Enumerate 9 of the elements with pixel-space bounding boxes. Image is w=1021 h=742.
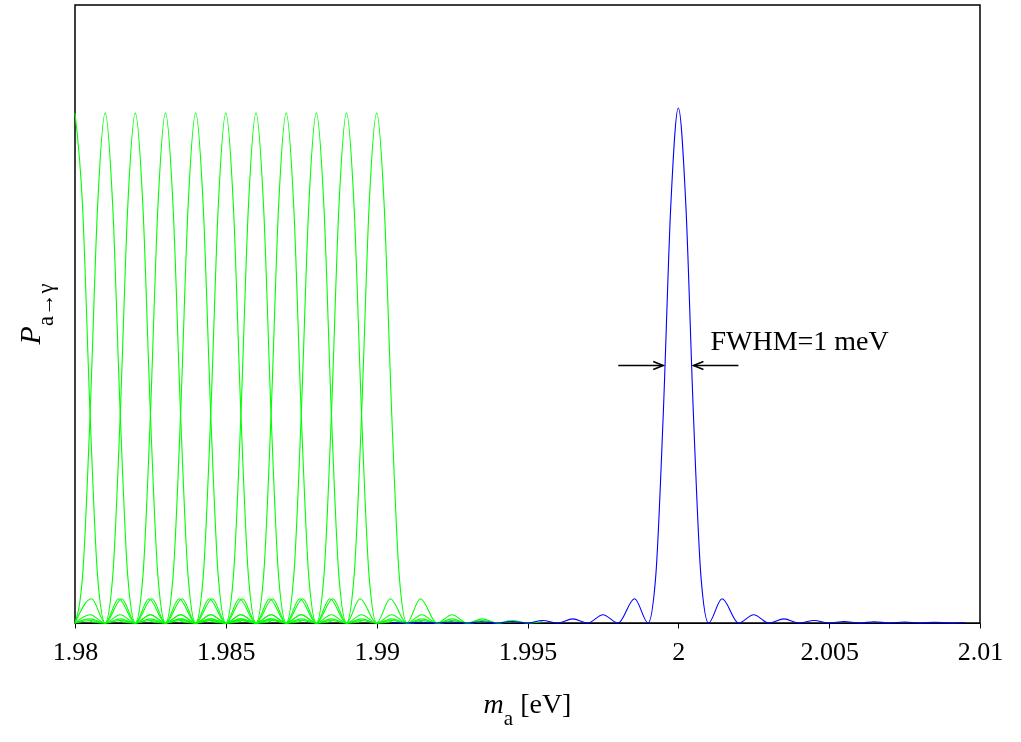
annotation: FWHM=1 meV: [710, 324, 889, 356]
x-tick-label: 1.995: [498, 636, 558, 666]
x-tick-label: 1.985: [197, 636, 256, 666]
x-tick-label: 2.01: [957, 636, 1004, 666]
x-tick-label: 1.98: [52, 636, 99, 666]
x-tick-label: 1.99: [354, 636, 400, 666]
x-tick-label: 2: [672, 636, 686, 666]
x-axis-title: m$_{a}$ [eV]: [483, 688, 572, 730]
x-tick-label: 2.005: [800, 636, 859, 666]
